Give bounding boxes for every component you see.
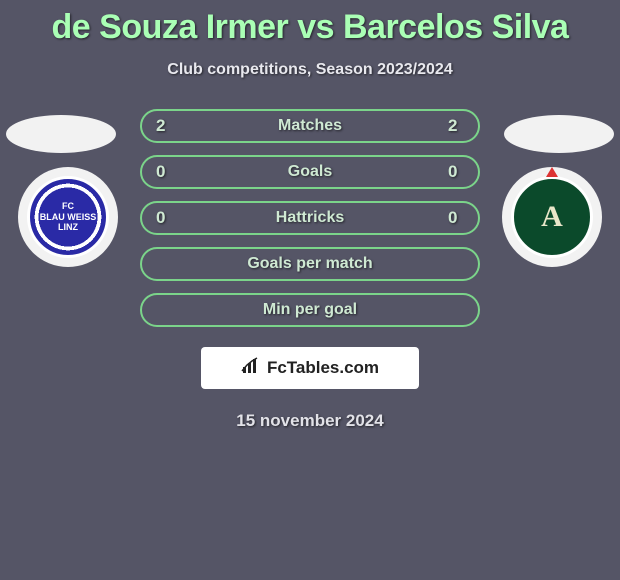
stat-label: Goals bbox=[288, 163, 332, 181]
player-right-avatar-placeholder bbox=[504, 115, 614, 153]
stat-row-goals: 0 Goals 0 bbox=[140, 155, 480, 189]
main-area: A 2 Matches 2 0 Goals 0 0 Hattricks 0 Go… bbox=[0, 109, 620, 431]
stat-label: Hattricks bbox=[276, 209, 344, 227]
footer-brand-box: FcTables.com bbox=[201, 347, 419, 389]
footer-date: 15 november 2024 bbox=[0, 411, 620, 431]
stat-left-value: 0 bbox=[156, 208, 172, 228]
bar-chart-icon bbox=[241, 357, 261, 380]
crest-america-icon: A bbox=[511, 176, 593, 258]
club-badge-right: A bbox=[502, 167, 602, 267]
page-title: de Souza Irmer vs Barcelos Silva bbox=[0, 0, 620, 47]
stat-row-min-per-goal: Min per goal bbox=[140, 293, 480, 327]
stat-left-value: 0 bbox=[156, 162, 172, 182]
stat-row-hattricks: 0 Hattricks 0 bbox=[140, 201, 480, 235]
footer-brand-text: FcTables.com bbox=[267, 358, 379, 378]
stat-label: Matches bbox=[278, 117, 342, 135]
stats-list: 2 Matches 2 0 Goals 0 0 Hattricks 0 Goal… bbox=[140, 109, 480, 327]
stat-right-value: 0 bbox=[448, 162, 464, 182]
stat-row-matches: 2 Matches 2 bbox=[140, 109, 480, 143]
club-badge-left bbox=[18, 167, 118, 267]
player-left-avatar-placeholder bbox=[6, 115, 116, 153]
stat-label: Min per goal bbox=[263, 301, 357, 319]
crest-linz-icon bbox=[27, 176, 109, 258]
stat-label: Goals per match bbox=[247, 255, 372, 273]
stat-right-value: 0 bbox=[448, 208, 464, 228]
stat-left-value: 2 bbox=[156, 116, 172, 136]
stat-row-goals-per-match: Goals per match bbox=[140, 247, 480, 281]
subtitle: Club competitions, Season 2023/2024 bbox=[0, 61, 620, 79]
stat-right-value: 2 bbox=[448, 116, 464, 136]
